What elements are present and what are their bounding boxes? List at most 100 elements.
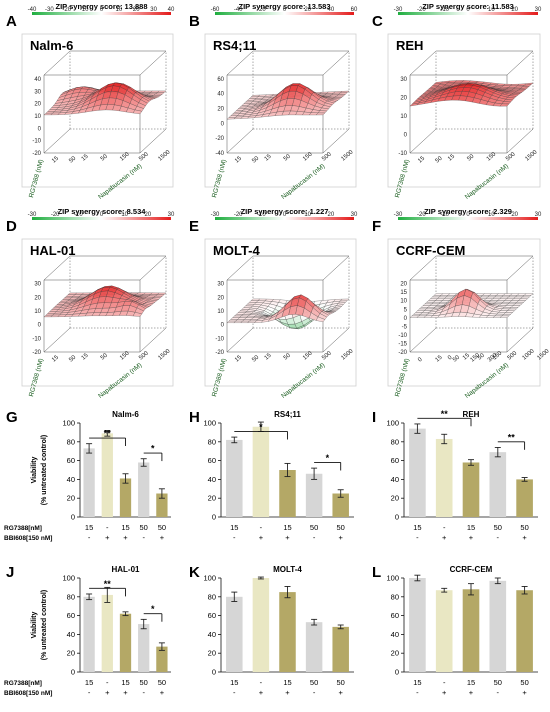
bbi608-flag-label: - (416, 533, 419, 542)
bbi608-flag-label: + (105, 533, 110, 542)
y-tick-label: 150 (470, 352, 482, 363)
surface-panel-d: D ZIP synergy score: 8.534 -30 -20 -10 0 10 20 3… (6, 207, 175, 400)
bar-chart-title: Nalm-6 (112, 410, 139, 419)
scale-tick-label: 10 (304, 212, 311, 218)
y-axis-label: Viability (31, 457, 38, 484)
bbi608-flag-label: - (497, 533, 500, 542)
bar-panel-j: J HAL-01 0 20 40 60 80 100 Viability (% untreated… (4, 564, 171, 697)
y-tick-label: 80 (208, 592, 216, 601)
scale-tick-label: -40 (234, 7, 243, 13)
z-tick-label: 30 (34, 282, 41, 288)
rg7388-dose-label: 50 (494, 523, 502, 532)
zip-color-scale (32, 12, 171, 15)
y-tick-label: 80 (208, 437, 216, 446)
z-tick-label: 40 (217, 92, 224, 98)
cell-line-name: RS4;11 (213, 38, 256, 53)
rg7388-dose-label: 50 (520, 523, 528, 532)
panel-letter: J (6, 564, 14, 581)
cell-line-name: HAL-01 (30, 243, 76, 258)
x-tick-label: 150 (486, 151, 498, 162)
scale-tick-label: 30 (150, 7, 157, 13)
y-tick-label: 60 (67, 611, 75, 620)
scale-tick-label: 30 (535, 212, 542, 218)
z-tick-label: -20 (215, 136, 224, 142)
rg7388-dose-label: 15 (121, 523, 129, 532)
bbi608-flag-label: - (233, 533, 236, 542)
scale-tick-label: 40 (168, 7, 175, 13)
significance-stars: ** (104, 429, 112, 439)
x-tick-label: 50 (477, 352, 486, 361)
y-tick-label: 40 (67, 475, 75, 484)
cell-line-name: REH (396, 38, 423, 53)
box-edge (43, 50, 71, 76)
zip-color-scale (215, 217, 354, 220)
rg7388-dose-label: 15 (121, 678, 129, 687)
bbi608-flag-label: - (497, 688, 500, 697)
z-tick-label: -5 (402, 324, 408, 330)
zip-score-label: ZIP synergy score: 8.534 (58, 207, 147, 216)
bar (462, 589, 480, 672)
scale-tick-label: 20 (144, 212, 151, 218)
z-tick-label: 20 (217, 107, 224, 113)
box-edge (322, 50, 350, 76)
bbi608-flag-label: + (522, 688, 527, 697)
y-tick-label: 15 (234, 354, 243, 363)
zip-score-label: ZIP synergy score: 11.583 (422, 2, 514, 11)
y-tick-label: 20 (391, 494, 399, 503)
bar (226, 596, 243, 672)
surface-cell (132, 109, 143, 115)
surface-frame (21, 238, 174, 387)
y-axis-label: (% untreated control) (41, 435, 48, 505)
rg7388-dose-label: 15 (230, 678, 238, 687)
y-tick-label: 50 (452, 354, 461, 363)
bar (156, 646, 168, 672)
bbi608-flag-label: + (105, 688, 110, 697)
scale-tick-label: 20 (511, 212, 518, 218)
y-tick-label: 60 (391, 456, 399, 465)
z-tick-label: 30 (34, 89, 41, 95)
panel-letter: I (372, 409, 376, 426)
y-tick-label: 20 (208, 494, 216, 503)
scale-tick-label: -10 (74, 212, 83, 218)
z-tick-label: 10 (34, 309, 41, 315)
panel-letter: H (189, 409, 200, 426)
y-tick-label: 40 (391, 630, 399, 639)
bar (226, 439, 243, 517)
panel-letter: E (189, 218, 199, 235)
box-edge (139, 327, 167, 353)
box-edge (139, 255, 167, 281)
z-tick-label: 0 (221, 121, 225, 127)
x-tick-label: 500 (138, 151, 150, 162)
x-tick-label: 50 (100, 153, 109, 162)
z-tick-label: 20 (34, 295, 41, 301)
z-tick-label: -20 (32, 350, 41, 356)
scale-tick-label: -20 (62, 7, 71, 13)
x-tick-label: 500 (321, 350, 333, 361)
y-tick-label: 0 (395, 513, 399, 522)
bar (252, 426, 270, 517)
y-tick-label: 100 (203, 574, 216, 583)
box-edge (226, 255, 254, 281)
scale-tick-label: -30 (394, 212, 403, 218)
box-edge (506, 128, 534, 154)
surface-cell (315, 316, 326, 323)
bbi608-flag-label: + (522, 533, 527, 542)
cell-line-name: CCRF-CEM (396, 243, 465, 258)
zip-score-label: ZIP synergy score: 13.583 (239, 2, 331, 11)
y-tick-label: 40 (67, 630, 75, 639)
panel-letter: A (6, 13, 17, 30)
rg7388-dose-label: - (443, 678, 446, 687)
x-tick-label: 500 (507, 350, 519, 361)
box-edge (409, 50, 437, 76)
y-tick-label: 0 (395, 668, 399, 677)
box-edge (322, 128, 350, 154)
y-tick-label: 100 (62, 419, 75, 428)
bar (489, 580, 507, 672)
surface-frame (387, 33, 541, 188)
y-tick-label: 60 (391, 611, 399, 620)
scale-tick-label: -30 (45, 7, 54, 13)
y-tick-label: 300 (487, 352, 499, 363)
z-tick-label: 20 (400, 282, 407, 288)
